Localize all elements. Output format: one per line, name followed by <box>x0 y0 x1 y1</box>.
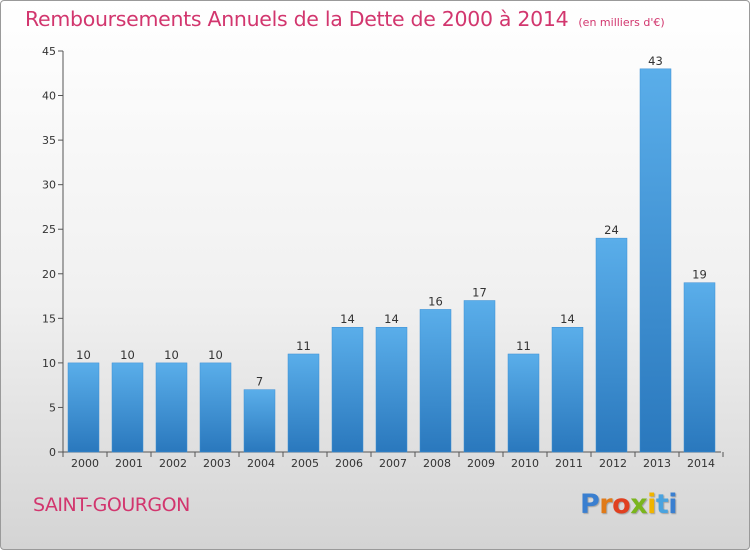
x-tick-label: 2014 <box>687 457 715 470</box>
x-tick-label: 2010 <box>511 457 539 470</box>
commune-name: SAINT-GOURGON <box>33 494 190 516</box>
y-tick-label: 30 <box>42 179 56 192</box>
bar <box>67 362 100 453</box>
bar <box>199 362 232 453</box>
bar-value-label: 24 <box>604 223 619 237</box>
bar-value-label: 11 <box>296 339 311 353</box>
y-tick-label: 10 <box>42 357 56 370</box>
bar <box>243 389 276 453</box>
bar <box>287 353 320 453</box>
bar <box>639 68 672 453</box>
bar-value-label: 10 <box>120 348 135 362</box>
bar-value-label: 11 <box>516 339 531 353</box>
bar-value-label: 7 <box>256 375 263 389</box>
bar-value-label: 16 <box>428 294 443 308</box>
y-tick-label: 15 <box>42 312 56 325</box>
bar <box>507 353 540 453</box>
y-tick-label: 25 <box>42 223 56 236</box>
bar-value-label: 43 <box>648 54 663 68</box>
proxiti-logo: Proxiti <box>580 489 678 520</box>
x-tick-label: 2004 <box>247 457 275 470</box>
bar-value-label: 10 <box>164 348 179 362</box>
bar-value-label: 14 <box>384 312 399 326</box>
x-tick-label: 2006 <box>335 457 363 470</box>
bar <box>683 282 716 453</box>
chart-value-labels: 10 10 10 10 7 11 14 14 16 17 11 14 24 43 19 <box>76 54 707 389</box>
chart-unit: (en milliers d'€) <box>578 16 665 29</box>
y-tick-label: 20 <box>42 268 56 281</box>
x-tick-label: 2008 <box>423 457 451 470</box>
bar-value-label: 19 <box>692 268 707 282</box>
bar-value-label: 14 <box>560 312 575 326</box>
x-tick-label: 2001 <box>115 457 143 470</box>
bar-value-label: 10 <box>208 348 223 362</box>
y-tick-label: 5 <box>49 401 56 414</box>
chart-bars <box>67 68 716 453</box>
y-tick-label: 35 <box>42 134 56 147</box>
x-tick-label: 2005 <box>291 457 319 470</box>
bar <box>595 237 628 453</box>
x-tick-label: 2000 <box>71 457 99 470</box>
y-tick-label: 45 <box>42 45 56 58</box>
x-tick-label: 2002 <box>159 457 187 470</box>
bar <box>551 326 584 453</box>
bar <box>419 309 452 453</box>
bar <box>111 362 144 453</box>
x-tick-label: 2012 <box>599 457 627 470</box>
bar-value-label: 14 <box>340 312 355 326</box>
x-tick-label: 2013 <box>643 457 671 470</box>
bar <box>375 326 408 453</box>
bar <box>463 300 496 453</box>
y-tick-label: 0 <box>49 446 56 459</box>
bar-value-label: 10 <box>76 348 91 362</box>
y-tick-label: 40 <box>42 90 56 103</box>
chart-axes: 0 5 10 15 20 25 30 35 40 45 2000 2001 2002 2003 2004 20… <box>42 45 724 470</box>
bar <box>155 362 188 453</box>
x-tick-label: 2007 <box>379 457 407 470</box>
x-tick-label: 2009 <box>467 457 495 470</box>
x-tick-label: 2003 <box>203 457 231 470</box>
x-tick-label: 2011 <box>555 457 583 470</box>
chart-title: Remboursements Annuels de la Dette de 20… <box>25 7 665 31</box>
chart-title-text: Remboursements Annuels de la Dette de 20… <box>25 7 569 31</box>
bar-value-label: 17 <box>472 286 487 300</box>
bar <box>331 326 364 453</box>
